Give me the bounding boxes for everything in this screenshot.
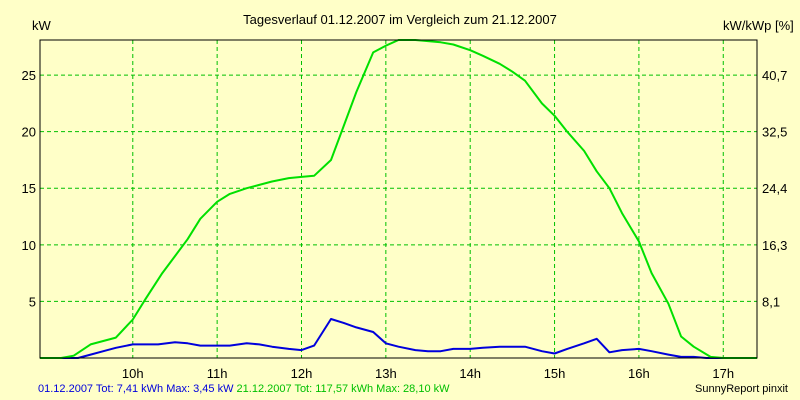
y-tick-label-left: 20 xyxy=(22,125,36,140)
legend-series-1: 01.12.2007 Tot: 7,41 kWh Max: 3,45 kW xyxy=(38,383,234,395)
x-tick-label: 15h xyxy=(544,366,566,381)
x-tick-label: 13h xyxy=(375,366,397,381)
x-tick-label: 14h xyxy=(459,366,481,381)
series-line-1 xyxy=(40,318,757,359)
legend-series-2: 21.12.2007 Tot: 117,57 kWh Max: 28,10 kW xyxy=(236,383,450,395)
x-tick-label: 11h xyxy=(207,366,228,381)
series-line-2 xyxy=(40,39,757,359)
x-tick-label: 17h xyxy=(712,366,734,381)
x-tick-label: 16h xyxy=(628,366,650,381)
y-tick-label-right: 24,4 xyxy=(762,181,787,196)
y-tick-label-left: 10 xyxy=(22,238,36,253)
y-tick-label-right: 8,1 xyxy=(762,294,780,309)
y-tick-label-left: 15 xyxy=(22,181,36,196)
x-tick-label: 12h xyxy=(291,366,313,381)
series-lines xyxy=(40,39,757,359)
footer-legend: 01.12.2007 Tot: 7,41 kWh Max: 3,45 kW 21… xyxy=(38,383,450,395)
x-tick-label: 10h xyxy=(122,366,144,381)
y-axis-right-label: kW/kWp [%] xyxy=(723,18,794,33)
y-axis-left-label: kW xyxy=(32,18,52,33)
y-tick-label-left: 5 xyxy=(29,294,36,309)
credit-text: SunnyReport pinxit xyxy=(695,383,788,395)
y-tick-label-right: 16,3 xyxy=(762,238,787,253)
plot-frame xyxy=(39,39,758,359)
chart-title: Tagesverlauf 01.12.2007 im Vergleich zum… xyxy=(243,12,557,27)
tick-labels: 10h 11h 12h 13h 14h 15h 16h 17h 5 8,1 10 16,3 15 24,4… xyxy=(22,68,788,381)
grid xyxy=(40,40,757,358)
y-tick-label-left: 25 xyxy=(22,68,36,83)
y-tick-label-right: 40,7 xyxy=(762,68,787,83)
y-tick-label-right: 32,5 xyxy=(762,125,787,140)
